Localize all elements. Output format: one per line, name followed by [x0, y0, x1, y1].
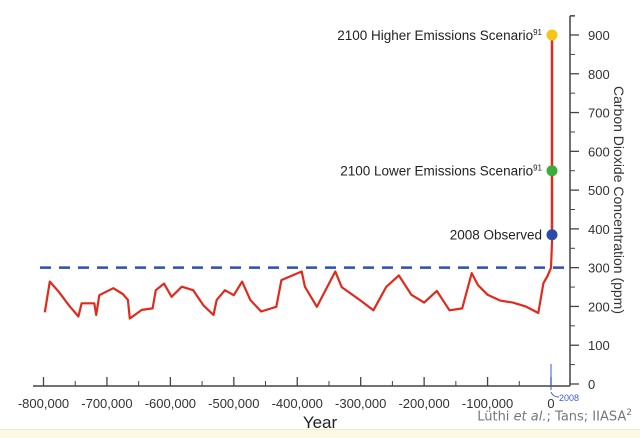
year-2008-label: 2008 — [559, 393, 579, 403]
scenario-label-text: 2100 Higher Emissions Scenario — [337, 28, 533, 43]
footer-band — [0, 429, 640, 438]
x-tick-label: -600,000 — [145, 396, 196, 411]
scenario-ref: 91 — [533, 164, 542, 173]
y-tick-label: 500 — [588, 183, 610, 198]
scenario-point — [546, 29, 558, 41]
co2-history-line — [43, 234, 554, 320]
y-tick-label: 700 — [588, 106, 610, 121]
scenario-label-text: 2008 Observed — [450, 228, 542, 243]
y-tick-label: 400 — [588, 222, 610, 237]
y-axis-title: Carbon Dioxide Concentration (ppm) — [611, 86, 627, 314]
x-tick-label: -400,000 — [272, 396, 323, 411]
source-credit: Lüthi et al.; Tans; IIASA2 — [477, 408, 632, 424]
x-tick-label: -500,000 — [208, 396, 259, 411]
x-tick-label: -700,000 — [81, 396, 132, 411]
y-tick-label: 800 — [588, 67, 610, 82]
credit-sources: ; Tans; IIASA — [546, 409, 627, 425]
y-tick-label: 0 — [588, 377, 595, 392]
x-tick-label: -100,000 — [462, 396, 513, 411]
scenario-point — [546, 165, 558, 177]
y-tick-label: 600 — [588, 144, 610, 159]
scenario-point — [546, 229, 558, 241]
y-tick-label: 900 — [588, 28, 610, 43]
x-tick-label: 0 — [547, 396, 554, 411]
year-2008-marker: 2008 — [550, 364, 579, 403]
x-tick-label: -200,000 — [398, 396, 449, 411]
scenario-label: 2008 Observed — [450, 228, 542, 243]
x-tick-label: -800,000 — [18, 396, 69, 411]
credit-ref: 2 — [626, 408, 632, 418]
credit-etal: et al. — [513, 409, 547, 425]
credit-author: Lüthi — [477, 409, 514, 425]
y-tick-label: 300 — [588, 261, 610, 276]
x-tick-label: -300,000 — [335, 396, 386, 411]
scenario-ref: 91 — [533, 28, 542, 37]
scenario-label-text: 2100 Lower Emissions Scenario — [340, 164, 533, 179]
scenario-label: 2100 Higher Emissions Scenario91 — [337, 28, 542, 43]
y-tick-label: 100 — [588, 338, 610, 353]
y-tick-label: 200 — [588, 299, 610, 314]
x-axis-title: Year — [303, 413, 338, 432]
scenario-label: 2100 Lower Emissions Scenario91 — [340, 164, 542, 179]
